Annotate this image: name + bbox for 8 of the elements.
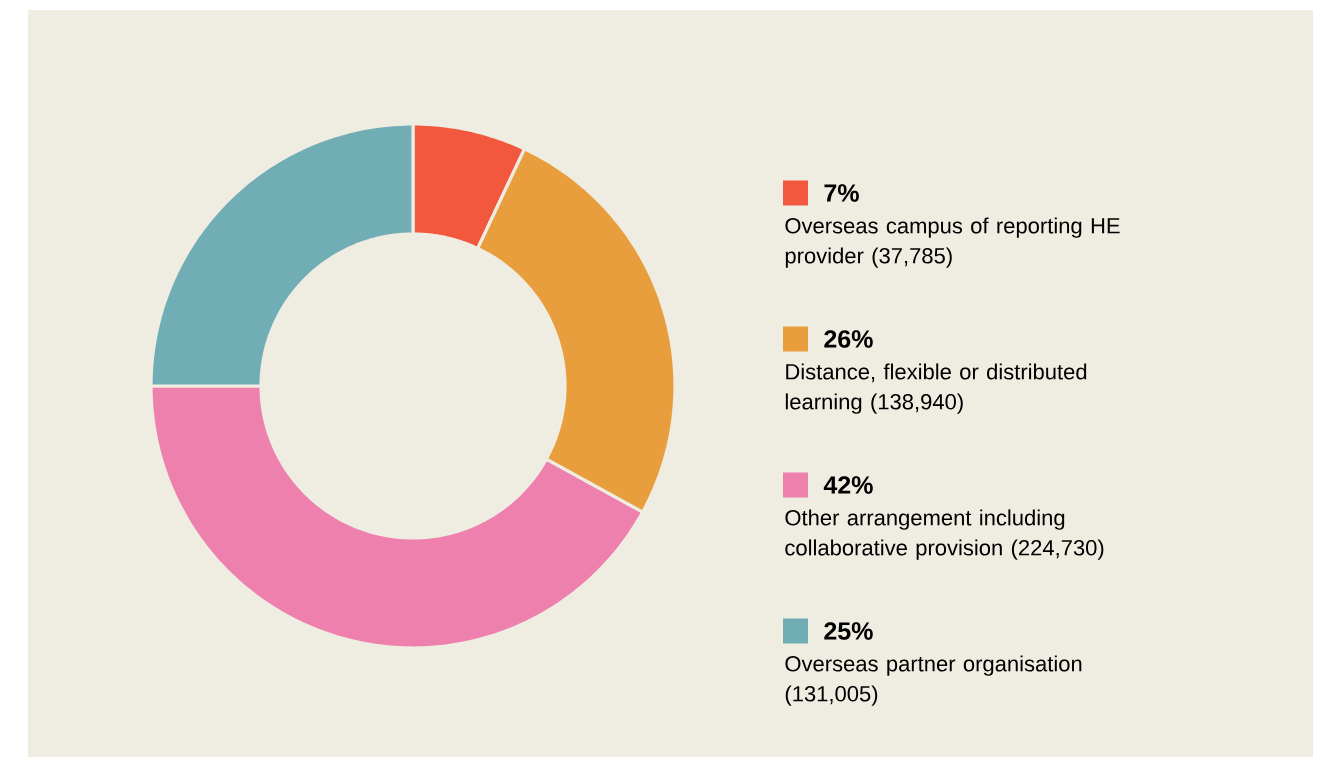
data-label: 7% — [824, 184, 859, 202]
data-label: 26% — [824, 330, 873, 348]
legend-label: Overseas partner organisation (131,005) — [785, 655, 1082, 706]
data-label: 25% — [824, 622, 873, 640]
legend-label: Other arrangement including collaborative provision (224,730) — [785, 509, 1104, 560]
legend-label: Distance, flexible or distributed learning (138,940) — [785, 363, 1087, 414]
legend-label: Overseas campus of reporting HE provider (37,785) — [785, 217, 1120, 268]
data-label: 42% — [823, 476, 873, 494]
